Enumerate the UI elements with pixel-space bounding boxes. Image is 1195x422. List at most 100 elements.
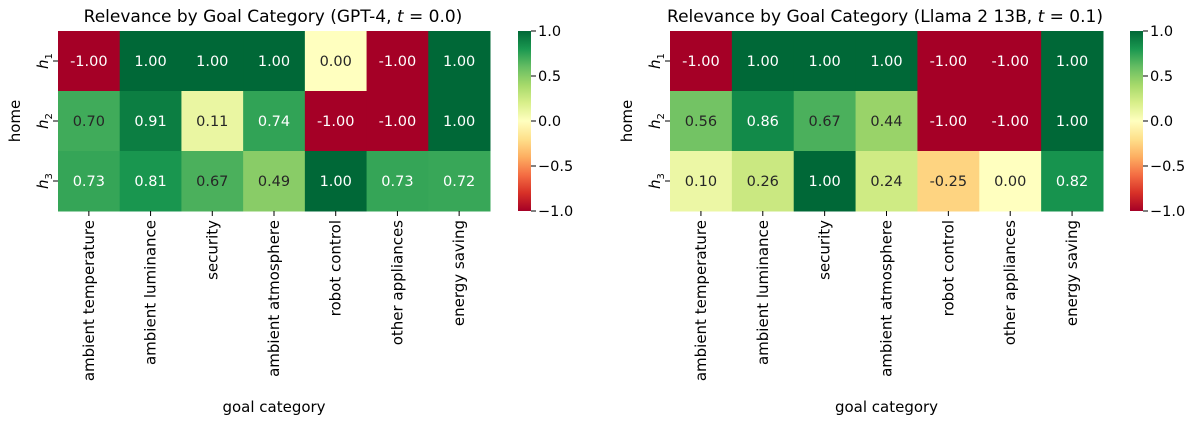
heatmap-cell xyxy=(119,151,182,212)
cell-value-label: 1.00 xyxy=(747,54,779,70)
chart-title: Relevance by Goal Category (Llama 2 13B,… xyxy=(667,7,1103,27)
heatmap-cell xyxy=(366,151,429,212)
cell-value-label: 1.00 xyxy=(1056,54,1088,70)
cell-value-label: 0.70 xyxy=(73,114,105,130)
heatmap-cell xyxy=(428,91,491,152)
heatmap-cell xyxy=(304,151,368,212)
cell-value-label: 0.49 xyxy=(258,174,290,190)
cell-value-label: -1.00 xyxy=(930,114,968,130)
cell-value-label: 1.00 xyxy=(808,174,840,190)
heatmap-cell xyxy=(243,151,306,212)
heatmap-cell xyxy=(1041,31,1104,92)
heatmap-cell xyxy=(793,91,857,152)
cell-value-label: 1.00 xyxy=(808,54,840,70)
cell-value-label: 0.67 xyxy=(808,114,840,130)
cell-value-label: 1.00 xyxy=(134,54,166,70)
heatmap-cell xyxy=(58,151,121,212)
colorbar-tick-label: −1.0 xyxy=(538,204,573,220)
x-tick-label: robot control xyxy=(327,220,345,316)
x-tick-label: energy saving xyxy=(450,220,468,326)
x-tick-label: ambient atmosphere xyxy=(878,220,896,377)
x-tick-label: ambient temperature xyxy=(692,220,710,381)
heatmap-cell xyxy=(917,151,980,212)
cell-value-label: -1.00 xyxy=(317,114,355,130)
heatmap-cell xyxy=(855,91,918,152)
heatmap-cell xyxy=(670,151,733,212)
heatmap-cell xyxy=(243,91,306,152)
cell-value-label: 1.00 xyxy=(443,54,475,70)
y-axis-label: home xyxy=(618,100,636,143)
x-tick-label: security xyxy=(203,220,221,280)
colorbar-tick-label: 0.5 xyxy=(538,69,561,85)
heatmap-cell xyxy=(304,31,368,92)
cell-value-label: -0.25 xyxy=(930,174,968,190)
heatmap-cell xyxy=(731,151,795,212)
y-tick-label: h2 xyxy=(646,113,667,129)
heatmap-cell xyxy=(181,31,244,92)
cell-value-label: 0.44 xyxy=(870,114,902,130)
cell-value-label: 0.91 xyxy=(134,114,166,130)
cell-value-label: -1.00 xyxy=(991,114,1029,130)
cell-value-label: 1.00 xyxy=(196,54,228,70)
colorbar-tick-label: 0.0 xyxy=(1150,114,1173,130)
cell-value-label: 1.00 xyxy=(258,54,290,70)
colorbar xyxy=(1130,31,1143,211)
cell-value-label: 1.00 xyxy=(870,54,902,70)
colorbar-tick-label: −0.5 xyxy=(538,159,573,175)
cell-value-label: 1.00 xyxy=(443,114,475,130)
y-axis-label: home xyxy=(6,100,24,143)
colorbar-tick-label: −1.0 xyxy=(1150,204,1185,220)
y-tick-label: h1 xyxy=(34,53,55,69)
x-tick-label: energy saving xyxy=(1063,220,1081,326)
y-tick-label: h1 xyxy=(646,53,667,69)
chart-title: Relevance by Goal Category (GPT-4, t = 0… xyxy=(84,7,463,27)
heatmap-cell xyxy=(428,31,491,92)
cell-value-label: 0.11 xyxy=(196,114,228,130)
y-tick-label: h2 xyxy=(34,113,55,129)
heatmap-cell xyxy=(917,31,980,92)
heatmap-cell xyxy=(979,91,1042,152)
heatmap-cell xyxy=(181,151,244,212)
colorbar-tick-label: 1.0 xyxy=(1150,24,1173,40)
heatmap-panel-2: Relevance by Goal Category (Llama 2 13B,… xyxy=(618,7,1185,416)
heatmap-cell xyxy=(243,31,306,92)
cell-value-label: 0.56 xyxy=(685,114,717,130)
heatmap-cell xyxy=(793,31,857,92)
heatmap-cell xyxy=(917,91,980,152)
heatmap-cell xyxy=(304,91,368,152)
heatmap-cell xyxy=(731,91,795,152)
y-tick-label: h3 xyxy=(34,173,55,189)
cell-value-label: 0.26 xyxy=(747,174,779,190)
colorbar-tick-label: 0.0 xyxy=(538,114,561,130)
x-tick-label: ambient luminance xyxy=(142,220,160,365)
cell-value-label: -1.00 xyxy=(930,54,968,70)
cell-value-label: -1.00 xyxy=(991,54,1029,70)
colorbar-tick-label: −0.5 xyxy=(1150,159,1185,175)
heatmap-panel-1: Relevance by Goal Category (GPT-4, t = 0… xyxy=(6,7,573,416)
x-tick-label: ambient temperature xyxy=(80,220,98,381)
cell-value-label: 0.67 xyxy=(196,174,228,190)
cell-value-label: -1.00 xyxy=(379,54,417,70)
x-tick-label: other appliances xyxy=(1001,220,1019,345)
cell-value-label: 0.74 xyxy=(258,114,290,130)
cell-value-label: 0.10 xyxy=(685,174,717,190)
cell-value-label: 0.72 xyxy=(443,174,475,190)
heatmap-cell xyxy=(428,151,491,212)
heatmap-cell xyxy=(670,91,733,152)
colorbar-tick-label: 1.0 xyxy=(538,24,561,40)
x-tick-label: robot control xyxy=(939,220,957,316)
heatmap-cell xyxy=(855,151,918,212)
heatmap-cell xyxy=(731,31,795,92)
cell-value-label: 0.82 xyxy=(1056,174,1088,190)
heatmap-cell xyxy=(119,91,182,152)
x-tick-label: ambient luminance xyxy=(754,220,772,365)
heatmap-cell xyxy=(58,31,121,92)
heatmap-cell xyxy=(58,91,121,152)
heatmap-cell xyxy=(979,151,1042,212)
x-tick-label: ambient atmosphere xyxy=(265,220,283,377)
cell-value-label: 0.00 xyxy=(994,174,1026,190)
cell-value-label: -1.00 xyxy=(379,114,417,130)
heatmap-cell xyxy=(793,151,857,212)
heatmap-cell xyxy=(181,91,244,152)
